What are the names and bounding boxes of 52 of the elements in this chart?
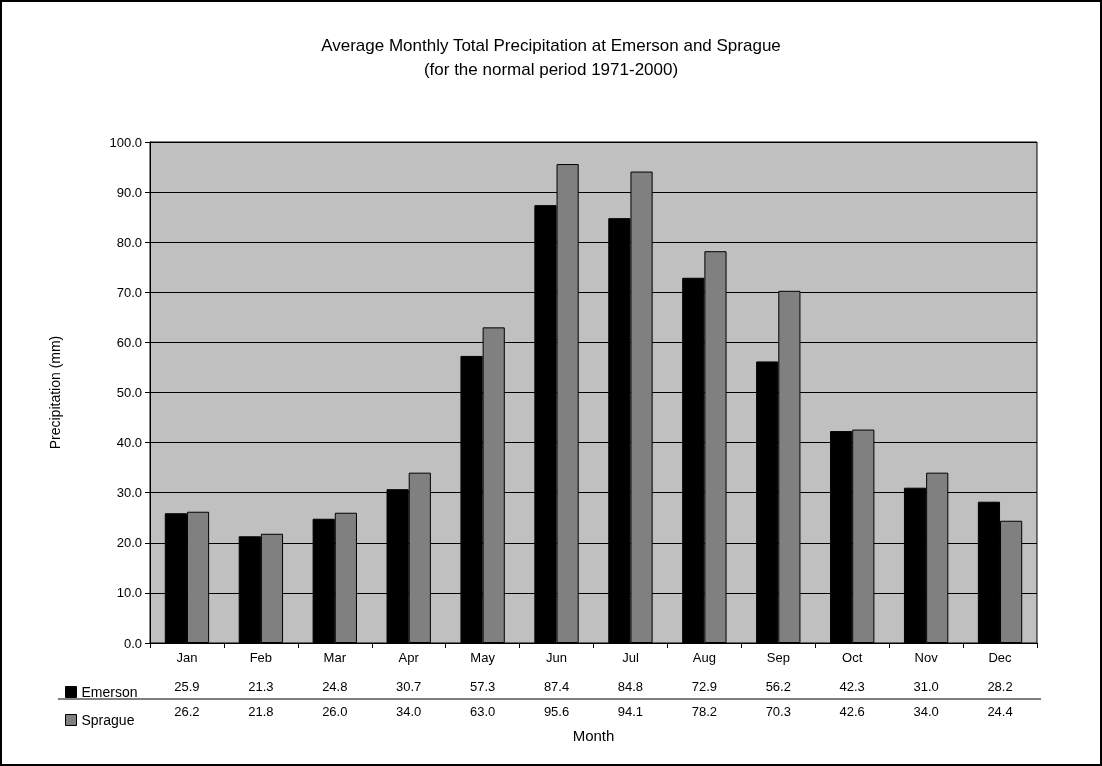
y-tick-label: 10.0	[116, 585, 142, 601]
y-tick-label: 30.0	[116, 485, 142, 501]
x-tick-label: Feb	[249, 650, 273, 665]
x-tick-label: Mar	[323, 650, 347, 665]
x-axis-title: Month	[572, 727, 615, 744]
data-label: 31.0	[913, 678, 939, 694]
y-tick-label: 70.0	[116, 284, 142, 300]
data-label: 24.4	[987, 703, 1013, 719]
data-label: 72.9	[691, 678, 718, 694]
data-label: 30.7	[396, 678, 422, 694]
data-label: 78.2	[691, 703, 718, 719]
data-label: 95.6	[543, 703, 570, 719]
x-tick-label: May	[470, 650, 496, 665]
data-label: 42.6	[839, 703, 865, 719]
data-label: 87.4	[543, 678, 570, 694]
data-label: 24.8	[322, 678, 348, 694]
x-tick-label: Nov	[914, 650, 939, 665]
data-label: 21.8	[248, 703, 274, 719]
y-tick-label: 40.0	[116, 435, 142, 451]
data-label: 94.1	[617, 703, 644, 719]
y-tick-label: 0.0	[123, 635, 142, 651]
x-tick-label: Jul	[622, 650, 639, 665]
y-axis-title: Precipitation (mm)	[47, 335, 63, 450]
y-tick-label: 90.0	[116, 184, 142, 200]
data-label: 63.0	[469, 703, 496, 719]
x-tick-label: Aug	[692, 650, 716, 665]
x-tick-label: Oct	[842, 650, 863, 665]
x-tick-label: Dec	[988, 650, 1013, 665]
data-label: 70.3	[765, 703, 791, 719]
data-label: 25.9	[174, 678, 200, 694]
data-label: 56.2	[765, 678, 791, 694]
x-tick-label: Sep	[766, 650, 790, 665]
y-tick-label: 100.0	[109, 134, 142, 150]
data-label: 42.3	[839, 678, 865, 694]
y-tick-label: 20.0	[116, 535, 142, 551]
legend-label: Emerson	[81, 684, 138, 700]
data-label: 26.0	[322, 703, 348, 719]
y-tick-label: 50.0	[116, 385, 142, 400]
y-tick-label: 60.0	[116, 334, 142, 350]
data-label: 84.8	[617, 678, 644, 694]
x-tick-label: Jan	[176, 650, 198, 665]
x-tick-label: Apr	[398, 650, 420, 665]
data-label: 34.0	[913, 703, 939, 719]
x-tick-label: Jun	[546, 650, 568, 665]
chart-title: Average Monthly Total Precipitation at Emerson and Sprague (for the normal period 1971-2000)	[321, 35, 781, 79]
y-tick-label: 80.0	[116, 234, 142, 250]
legend-label: Sprague	[81, 712, 135, 728]
data-label: 34.0	[396, 703, 422, 719]
data-label: 57.3	[469, 678, 496, 694]
data-label: 21.3	[248, 678, 274, 694]
data-label: 26.2	[174, 703, 200, 719]
data-label: 28.2	[987, 678, 1013, 694]
